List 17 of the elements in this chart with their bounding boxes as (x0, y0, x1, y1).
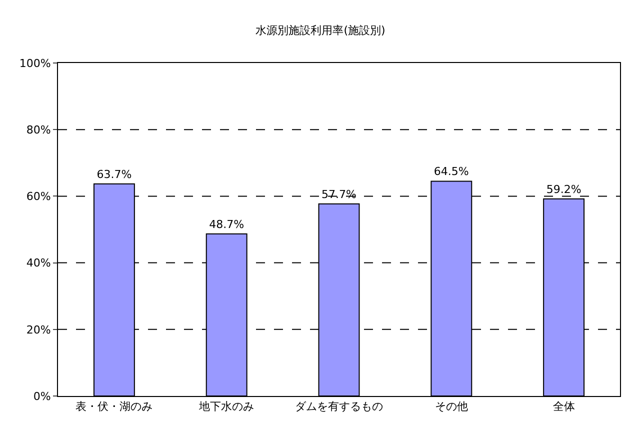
data-label: 57.7% (322, 188, 356, 201)
y-tick-label: 80% (26, 123, 51, 136)
data-label: 48.7% (209, 218, 244, 231)
y-tick-label: 0% (33, 390, 51, 403)
data-label: 59.2% (546, 182, 582, 196)
data-label: 64.5% (434, 165, 469, 178)
x-tick-label: 全体 (552, 400, 575, 414)
y-tick-label: 40% (26, 256, 51, 270)
x-tick-label: ダムを有するもの (295, 400, 383, 414)
x-tick-label: その他 (434, 400, 468, 414)
y-tick-label: 20% (26, 323, 51, 336)
x-tick-label: 地下水のみ (198, 400, 254, 414)
x-tick-label: 表・伏・湖のみ (76, 400, 153, 414)
y-tick-label: 100% (19, 56, 51, 70)
chart-title: 水源別施設利用率(施設別) (256, 24, 386, 38)
data-label: 63.7% (96, 168, 132, 181)
y-tick-label: 60% (26, 190, 51, 204)
